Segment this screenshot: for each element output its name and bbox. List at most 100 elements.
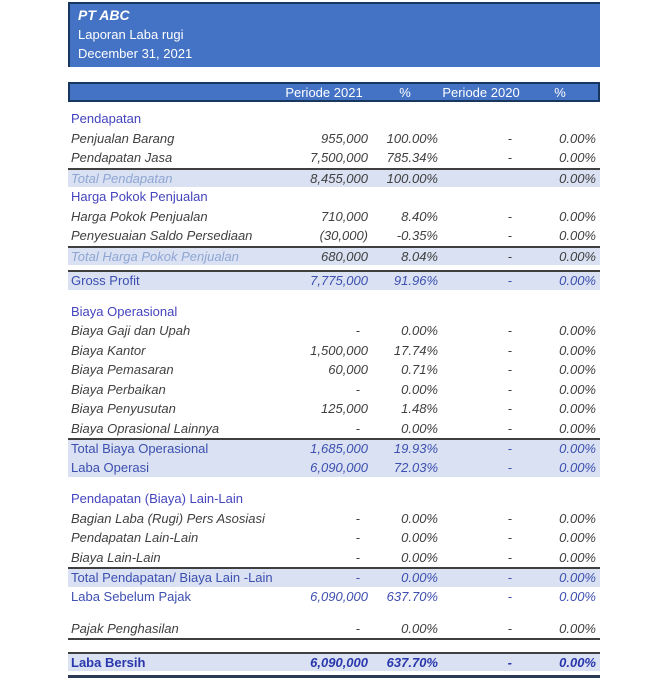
cell-value-2021: -	[355, 570, 360, 586]
table-row: Total Biaya Operasional 1,685,000 19.93% - 0…	[68, 438, 600, 458]
section-header-row: Pendapatan (Biaya) Lain-Lain	[68, 489, 600, 509]
row-spacer	[68, 606, 600, 620]
cell-pct-2020: 0.00%	[559, 654, 596, 670]
cell-value-2020: -	[507, 401, 512, 417]
cell-label: Biaya Gaji dan Upah	[71, 323, 191, 339]
table-row: Laba Operasi 6,090,000 72.03% - 0.00%	[68, 457, 600, 477]
cell-pct-2020: 0.00%	[559, 530, 596, 546]
cell-pct-2021: 1.48%	[401, 401, 438, 417]
cell-value-2020: -	[507, 654, 512, 670]
report-title: Laporan Laba rugi	[78, 27, 184, 42]
table-row: Total Harga Pokok Penjualan 680,000 8.04% -…	[68, 245, 600, 265]
cell-label: Biaya Penyusutan	[71, 401, 176, 417]
cell-label: Total Pendapatan	[71, 170, 173, 186]
cell-value-2021: 8,455,000	[310, 170, 368, 186]
cell-value-2021: -	[355, 323, 360, 339]
cell-pct-2021: 0.71%	[401, 362, 438, 378]
cell-pct-2020: 0.00%	[559, 273, 596, 289]
column-header-periode-2021: Periode 2021	[285, 84, 363, 100]
company-name: PT ABC	[78, 7, 130, 23]
column-header-periode-2020: Periode 2020	[442, 84, 520, 100]
table-row: Total Pendapatan 8,455,000 100.00% 0.00%	[68, 167, 600, 187]
row-spacer	[68, 477, 600, 489]
cell-pct-2020: 0.00%	[559, 130, 596, 146]
cell-value-2021: 6,090,000	[310, 588, 368, 604]
table-row: Penyesuaian Saldo Persediaan (30,000) -0.3…	[68, 226, 600, 246]
cell-pct-2021: 785.34%	[386, 150, 438, 166]
cell-value-2020: -	[507, 228, 512, 244]
cell-value-2020: -	[507, 342, 512, 358]
cell-pct-2020: 0.00%	[559, 208, 596, 224]
column-header-pct-2021: %	[399, 84, 411, 100]
row-spacer	[68, 640, 600, 652]
cell-pct-2020: 0.00%	[559, 323, 596, 339]
cell-value-2021: 710,000	[321, 208, 368, 224]
cell-pct-2021: 72.03%	[393, 459, 438, 475]
column-header-pct-2020: %	[554, 84, 566, 100]
cell-value-2021: 7,500,000	[310, 150, 368, 166]
cell-label: Biaya Perbaikan	[71, 381, 166, 397]
cell-value-2021: (30,000)	[319, 228, 368, 244]
cell-label: Total Pendapatan/ Biaya Lain -Lain	[71, 570, 273, 586]
cell-label: Total Biaya Operasional	[71, 441, 209, 457]
cell-value-2021: -	[355, 621, 360, 637]
cell-value-2020: -	[507, 381, 512, 397]
cell-pct-2021: 0.00%	[401, 510, 438, 526]
report-header: PT ABC Laporan Laba rugi December 31, 20…	[68, 2, 600, 67]
cell-pct-2021: -0.35%	[396, 228, 438, 244]
table-row: Pajak Penghasilan - 0.00% - 0.00%	[68, 620, 600, 640]
cell-value-2020: -	[507, 248, 512, 264]
cell-value-2021: 1,500,000	[310, 342, 368, 358]
cell-value-2021: 7,775,000	[310, 273, 368, 289]
cell-pct-2020: 0.00%	[559, 362, 596, 378]
cell-pct-2020: 0.00%	[559, 342, 596, 358]
cell-pct-2020: 0.00%	[559, 588, 596, 604]
cell-pct-2021: 637.70%	[386, 588, 438, 604]
cell-pct-2020: 0.00%	[559, 441, 596, 457]
table-row: Laba Bersih 6,090,000 637.70% - 0.00%	[68, 651, 600, 671]
cell-pct-2020: 0.00%	[559, 228, 596, 244]
cell-value-2020: -	[507, 420, 512, 436]
cell-pct-2021: 100.00%	[386, 170, 438, 186]
cell-label: Biaya Lain-Lain	[71, 549, 161, 565]
cell-label: Pajak Penghasilan	[71, 621, 179, 637]
cell-label: Total Harga Pokok Penjualan	[71, 248, 239, 264]
table-row: Total Pendapatan/ Biaya Lain -Lain - 0.00%…	[68, 567, 600, 587]
table-row: Pendapatan Jasa 7,500,000 785.34% - 0.00%	[68, 148, 600, 168]
section-header-row: Pendapatan	[68, 109, 600, 129]
table-row: Biaya Pemasaran 60,000 0.71% - 0.00%	[68, 360, 600, 380]
cell-pct-2020: 0.00%	[559, 420, 596, 436]
cell-label: Pendapatan (Biaya) Lain-Lain	[71, 491, 244, 507]
cell-pct-2020: 0.00%	[559, 549, 596, 565]
cell-value-2021: 6,090,000	[310, 654, 368, 670]
cell-label: Laba Operasi	[71, 459, 150, 475]
cell-pct-2021: 0.00%	[401, 549, 438, 565]
cell-pct-2020: 0.00%	[559, 621, 596, 637]
cell-pct-2021: 637.70%	[386, 654, 438, 670]
cell-pct-2020: 0.00%	[559, 381, 596, 397]
table-row: Pendapatan Lain-Lain - 0.00% - 0.00%	[68, 528, 600, 548]
cell-label: Gross Profit	[71, 273, 140, 289]
cell-pct-2021: 0.00%	[401, 530, 438, 546]
cell-value-2021: 955,000	[321, 130, 368, 146]
cell-pct-2021: 0.00%	[401, 420, 438, 436]
cell-pct-2021: 17.74%	[393, 342, 438, 358]
cell-pct-2021: 8.04%	[401, 248, 438, 264]
income-statement-sheet: PT ABC Laporan Laba rugi December 31, 20…	[68, 2, 600, 678]
table-row: Biaya Kantor 1,500,000 17.74% - 0.00%	[68, 341, 600, 361]
report-rows: Pendapatan Penjualan Barang 955,000 100.00%…	[68, 109, 600, 671]
cell-label: Bagian Laba (Rugi) Pers Asosiasi	[71, 510, 265, 526]
cell-label: Laba Sebelum Pajak	[71, 588, 191, 604]
cell-value-2021: 1,685,000	[310, 441, 368, 457]
table-row: Laba Sebelum Pajak 6,090,000 637.70% - 0.00%	[68, 587, 600, 607]
cell-label: Harga Pokok Penjualan	[71, 189, 208, 205]
table-row: Biaya Gaji dan Upah - 0.00% - 0.00%	[68, 321, 600, 341]
cell-label: Penjualan Barang	[71, 130, 175, 146]
table-row: Biaya Lain-Lain - 0.00% - 0.00%	[68, 548, 600, 568]
report-date: December 31, 2021	[78, 46, 193, 61]
cell-label: Biaya Oprasional Lainnya	[71, 420, 220, 436]
section-header-row: Harga Pokok Penjualan	[68, 187, 600, 207]
cell-value-2020: -	[507, 208, 512, 224]
cell-pct-2021: 19.93%	[393, 441, 438, 457]
cell-value-2021: 125,000	[321, 401, 368, 417]
